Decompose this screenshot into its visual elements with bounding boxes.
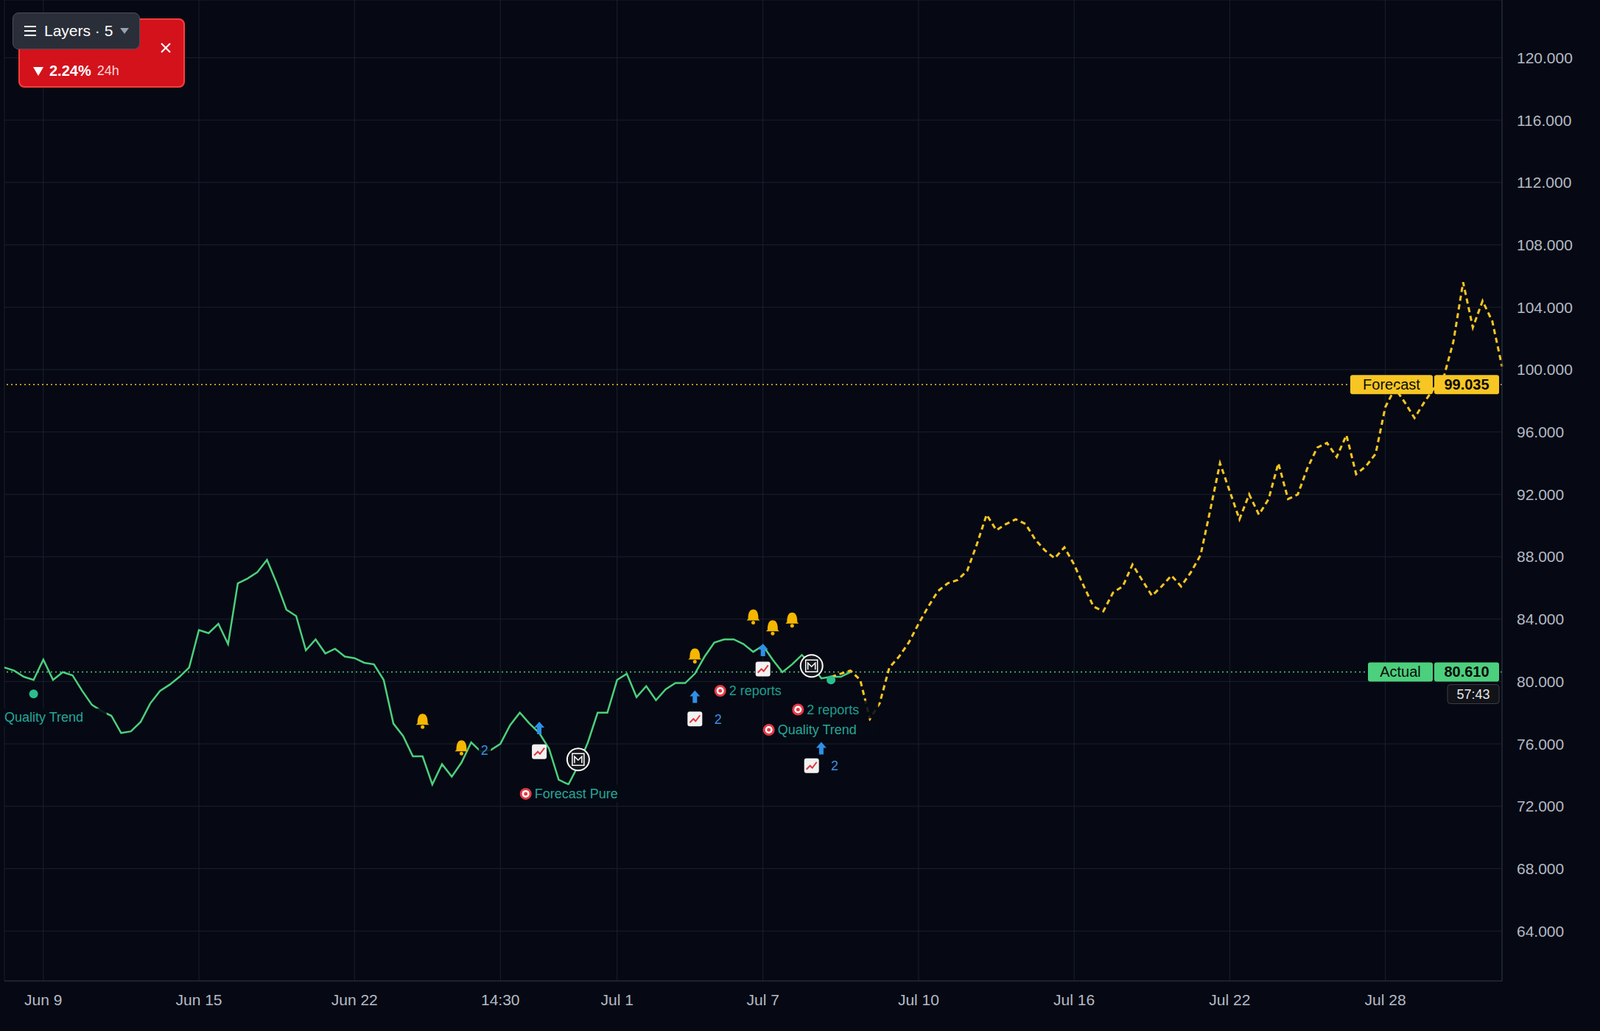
svg-text:72.000: 72.000 bbox=[1516, 797, 1564, 815]
html-text:2.24% 24h: 2.24% 24h bbox=[49, 62, 120, 79]
svg-text:104.000: 104.000 bbox=[1516, 299, 1573, 317]
svg-text:76.000: 76.000 bbox=[1516, 735, 1564, 753]
svg-text:80.000: 80.000 bbox=[1516, 673, 1564, 691]
svg-text:Quality Trend: Quality Trend bbox=[4, 710, 84, 725]
svg-text:99.035: 99.035 bbox=[1443, 376, 1489, 393]
svg-text:Jul 28: Jul 28 bbox=[1365, 991, 1407, 1009]
svg-text:Jul 22: Jul 22 bbox=[1208, 991, 1251, 1009]
svg-text:57:43: 57:43 bbox=[1456, 687, 1490, 703]
svg-text:112.000: 112.000 bbox=[1516, 173, 1572, 191]
svg-text:2 reports: 2 reports bbox=[729, 683, 782, 699]
svg-text:2: 2 bbox=[714, 712, 722, 728]
svg-text:2 reports: 2 reports bbox=[806, 702, 859, 718]
svg-text:108.000: 108.000 bbox=[1516, 236, 1573, 254]
svg-text:80.610: 80.610 bbox=[1443, 663, 1489, 680]
svg-text:Jul 16: Jul 16 bbox=[1053, 991, 1095, 1009]
svg-text:Forecast Pure: Forecast Pure bbox=[534, 786, 619, 802]
svg-text:64.000: 64.000 bbox=[1516, 923, 1564, 940]
svg-text:88.000: 88.000 bbox=[1516, 548, 1564, 566]
svg-text:68.000: 68.000 bbox=[1516, 860, 1564, 878]
svg-text:2: 2 bbox=[481, 743, 489, 759]
html-text:Layers · 5: Layers · 5 bbox=[44, 22, 114, 40]
svg-text:Jul 7: Jul 7 bbox=[746, 991, 780, 1009]
svg-text:Jun 22: Jun 22 bbox=[331, 991, 378, 1009]
svg-text:84.000: 84.000 bbox=[1516, 610, 1564, 628]
svg-text:Jun 15: Jun 15 bbox=[175, 991, 222, 1009]
svg-text:14:30: 14:30 bbox=[481, 991, 521, 1009]
svg-text:Actual: Actual bbox=[1379, 663, 1421, 680]
svg-text:Jul 1: Jul 1 bbox=[601, 991, 634, 1009]
svg-text:2: 2 bbox=[830, 758, 839, 774]
svg-text:116.000: 116.000 bbox=[1516, 111, 1572, 129]
svg-text:120.000: 120.000 bbox=[1516, 49, 1573, 67]
svg-text:Jul 10: Jul 10 bbox=[897, 991, 940, 1009]
svg-text:96.000: 96.000 bbox=[1516, 423, 1564, 441]
svg-text:Forecast: Forecast bbox=[1362, 376, 1421, 393]
svg-text:100.000: 100.000 bbox=[1516, 360, 1573, 378]
svg-text:Quality Trend: Quality Trend bbox=[777, 722, 857, 738]
svg-text:Jun 9: Jun 9 bbox=[24, 991, 62, 1009]
svg-text:92.000: 92.000 bbox=[1516, 486, 1564, 504]
